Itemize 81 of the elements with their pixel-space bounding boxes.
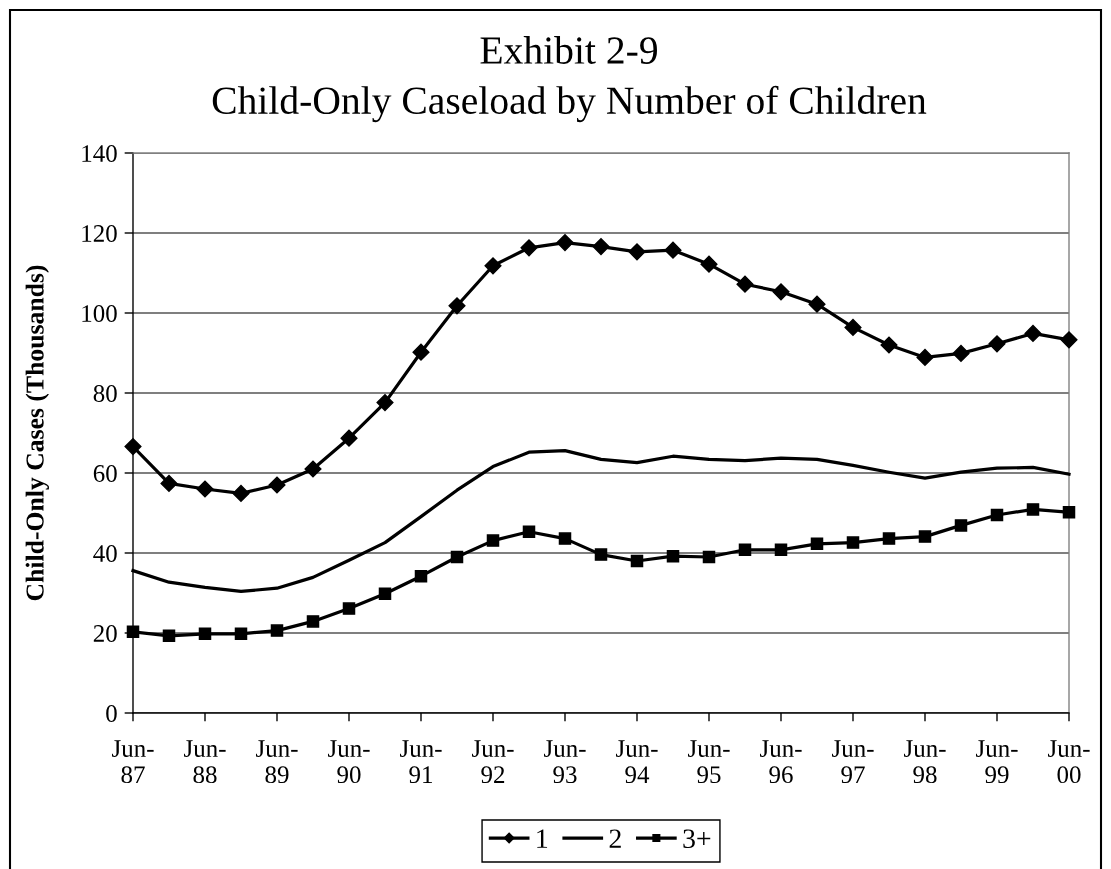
y-tick-label: 40 xyxy=(93,545,117,562)
point xyxy=(664,241,682,259)
point xyxy=(916,348,934,366)
legend-label: 3+ xyxy=(683,829,711,849)
x-tick-label: Jun-93 xyxy=(544,740,586,784)
point xyxy=(594,548,608,561)
x-tick-label: Jun-95 xyxy=(688,740,730,784)
y-tick-label: 100 xyxy=(82,305,117,322)
x-tick-label: Jun-90 xyxy=(328,740,370,784)
y-tick-label: 140 xyxy=(82,145,117,162)
point xyxy=(774,543,788,557)
x-tick-label: Jun-97 xyxy=(832,740,874,784)
x-tick-label: Jun-98 xyxy=(904,740,946,784)
point xyxy=(952,344,970,362)
point xyxy=(954,519,968,532)
x-tick-label: Jun-99 xyxy=(976,740,1018,784)
point xyxy=(196,480,214,498)
point xyxy=(198,627,212,641)
point xyxy=(738,543,752,557)
point xyxy=(700,255,718,273)
point xyxy=(844,318,862,336)
point xyxy=(1026,503,1040,516)
point xyxy=(1062,505,1076,519)
x-tick-label: Jun-94 xyxy=(616,740,658,784)
point xyxy=(304,460,322,478)
point xyxy=(378,587,392,601)
point xyxy=(522,525,536,539)
x-tick-label: Jun-87 xyxy=(112,740,154,784)
point xyxy=(268,476,286,494)
y-tick-label: 80 xyxy=(93,385,117,402)
point xyxy=(990,508,1004,522)
point xyxy=(450,550,464,564)
point xyxy=(484,257,502,275)
point xyxy=(810,537,824,551)
point xyxy=(736,275,754,293)
point xyxy=(520,239,538,257)
chart-subtitle: Child-Only Caseload by Number of Children xyxy=(212,85,927,123)
point xyxy=(342,602,356,615)
legend-label: 1 xyxy=(537,829,548,848)
point xyxy=(556,234,574,252)
point xyxy=(846,536,860,549)
y-axis-title: Child-Only Cases (Thousands) xyxy=(25,265,49,601)
point xyxy=(448,297,466,315)
point xyxy=(918,530,932,543)
point xyxy=(414,569,428,583)
x-tick-label: Jun-92 xyxy=(472,740,514,784)
point xyxy=(486,534,500,547)
point xyxy=(1060,331,1078,349)
point xyxy=(702,550,716,564)
point xyxy=(558,532,572,545)
point xyxy=(124,438,142,456)
x-tick-label: Jun-89 xyxy=(256,740,298,784)
x-tick-label: Jun-91 xyxy=(400,740,442,784)
point xyxy=(882,532,896,545)
point xyxy=(412,343,430,361)
point xyxy=(234,627,248,641)
x-tick-label: Jun-88 xyxy=(184,740,226,784)
point xyxy=(988,335,1006,353)
point xyxy=(808,295,826,313)
point xyxy=(630,554,644,568)
point xyxy=(306,615,320,628)
point xyxy=(628,243,646,261)
point xyxy=(270,624,284,637)
y-tick-label: 0 xyxy=(106,705,117,722)
point xyxy=(340,429,358,447)
point xyxy=(160,474,178,492)
point xyxy=(772,283,790,301)
point xyxy=(232,484,250,502)
point xyxy=(376,394,394,412)
chart-title: Exhibit 2-9 xyxy=(480,36,657,64)
y-tick-label: 120 xyxy=(82,225,117,242)
y-tick-label: 20 xyxy=(93,625,117,642)
legend-label: 2 xyxy=(609,829,621,848)
x-tick-label: Jun-96 xyxy=(760,740,802,784)
point xyxy=(592,238,610,256)
point xyxy=(1024,324,1042,342)
y-tick-label: 60 xyxy=(93,465,117,482)
point xyxy=(880,336,898,354)
x-tick-label: Jun-00 xyxy=(1048,740,1090,784)
point xyxy=(666,549,680,563)
point xyxy=(162,629,176,643)
